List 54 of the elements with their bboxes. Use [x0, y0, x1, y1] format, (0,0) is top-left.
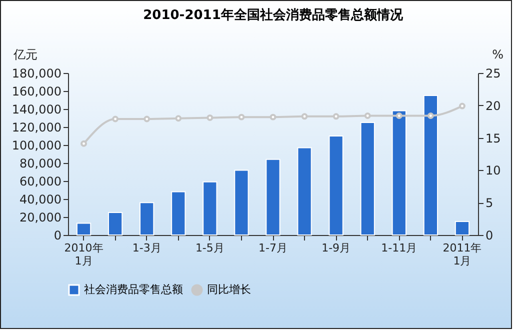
- y2-tick-label: 10: [486, 164, 501, 178]
- y2-axis-title: %: [492, 48, 504, 62]
- y2-tick-label: 20: [486, 98, 501, 113]
- x-tick-label: 1-11月: [381, 242, 418, 254]
- point: [206, 114, 214, 121]
- y-tick-label: 60,000: [20, 174, 62, 188]
- bar: [360, 122, 375, 236]
- point: [301, 113, 308, 120]
- point: [112, 116, 119, 122]
- y-axis-title: 亿元: [12, 48, 38, 62]
- y2-tick-label: 25: [486, 66, 501, 80]
- point: [144, 116, 150, 122]
- x-tick-label: 2011年 1月: [442, 242, 482, 268]
- y2-tick-label: 15: [486, 131, 501, 146]
- bar: [423, 95, 438, 236]
- y-tick-label: 0: [54, 228, 62, 242]
- y-tick-label: 20,000: [20, 210, 62, 224]
- bar: [202, 181, 218, 236]
- point: [270, 114, 276, 120]
- y-tick-label: 160,000: [12, 84, 62, 98]
- legend-label: 同比增长: [207, 283, 251, 296]
- y-tick-label: 180,000: [12, 66, 62, 80]
- y-tick-label: 40,000: [20, 192, 62, 206]
- y-tick-label: 120,000: [12, 120, 62, 134]
- y-tick-label: 140,000: [12, 102, 62, 116]
- y2-tick-label: 0: [486, 228, 494, 242]
- bar: [266, 158, 280, 236]
- x-tick-label: 1-9月: [322, 242, 351, 254]
- point: [427, 112, 434, 119]
- bar: [234, 170, 249, 236]
- point: [238, 114, 245, 120]
- bar: [297, 147, 312, 236]
- x-tick-label: 1-3月: [132, 242, 162, 254]
- point: [80, 140, 88, 147]
- x-tick-label: 1-5月: [195, 242, 224, 254]
- legend-label: 社会消费品零售总额: [84, 283, 183, 296]
- bar: [328, 136, 344, 236]
- point: [396, 112, 402, 119]
- bar: [140, 202, 154, 236]
- bar: [454, 221, 470, 236]
- bar: [108, 212, 123, 236]
- bar: [76, 222, 92, 236]
- x-tick-label: 2010年 1月: [64, 242, 104, 268]
- y2-tick-label: 5: [486, 196, 494, 210]
- point: [458, 102, 466, 110]
- bar: [392, 110, 406, 236]
- point: [175, 115, 182, 122]
- y-tick-label: 100,000: [12, 138, 62, 152]
- x-tick-label: 1-7月: [258, 242, 288, 254]
- bar: [171, 191, 186, 236]
- point: [332, 113, 340, 120]
- chart-title: 2010-2011年全国社会消费品零售总额情况: [143, 7, 404, 23]
- y-tick-label: 80,000: [20, 156, 62, 170]
- point: [364, 112, 371, 119]
